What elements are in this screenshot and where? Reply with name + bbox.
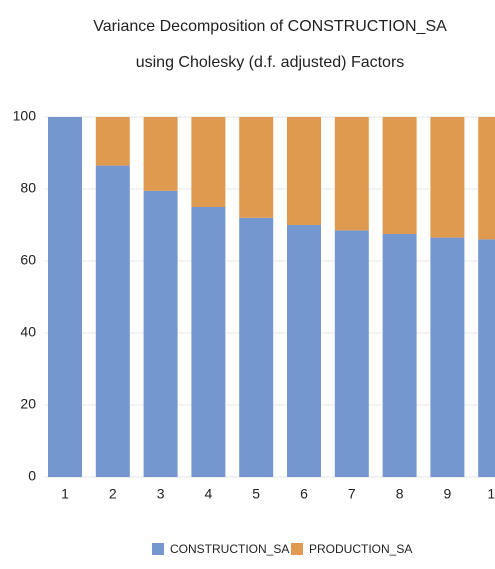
bar-segment [478, 239, 495, 477]
x-tick-label: 4 [205, 486, 213, 502]
bar-segment [48, 117, 82, 477]
y-tick-label: 80 [20, 180, 36, 196]
x-tick-label: 3 [157, 486, 165, 502]
y-tick-label: 60 [20, 252, 36, 268]
bar-segment [287, 225, 321, 477]
bar-segment [143, 117, 178, 191]
bar-segment [430, 237, 465, 477]
chart-title: Variance Decomposition of CONSTRUCTION_S… [93, 18, 447, 35]
legend-label: CONSTRUCTION_SA [170, 542, 289, 556]
y-tick-label: 0 [28, 468, 36, 484]
x-tick-label: 9 [444, 486, 452, 502]
bar-segment [478, 117, 495, 240]
bar-segment [287, 117, 321, 225]
bar-segment [95, 165, 130, 477]
bar-segment [239, 117, 274, 218]
x-tick-label: 1 [61, 486, 69, 502]
bar-segment [382, 234, 417, 477]
x-tick-label: 5 [252, 486, 260, 502]
bar-segment [334, 117, 369, 231]
legend-swatch [152, 543, 164, 555]
y-tick-label: 100 [13, 108, 37, 124]
bar-segment [239, 217, 274, 478]
y-tick-label: 20 [20, 396, 36, 412]
legend-swatch [291, 543, 303, 555]
x-tick-label: 6 [300, 486, 308, 502]
x-tick-label: 7 [348, 486, 356, 502]
bar-segment [95, 117, 130, 166]
y-tick-label: 40 [20, 324, 36, 340]
bar-segment [382, 117, 417, 234]
legend-label: PRODUCTION_SA [309, 542, 412, 556]
x-tick-label: 2 [109, 486, 117, 502]
bar-segment [191, 207, 226, 477]
x-tick-label: 8 [396, 486, 404, 502]
x-tick-label: 10 [487, 486, 495, 502]
bar-segment [191, 117, 226, 207]
bar-segment [430, 117, 465, 238]
bar-segment [143, 190, 178, 478]
bar-segment [334, 230, 369, 477]
chart-subtitle: using Cholesky (d.f. adjusted) Factors [136, 54, 405, 71]
